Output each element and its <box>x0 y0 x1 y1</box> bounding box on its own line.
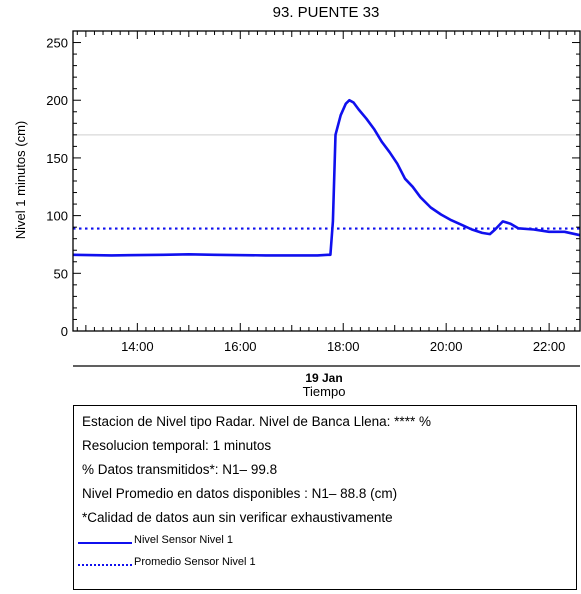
x-axis-title: Tiempo <box>303 384 346 399</box>
y-tick-label: 250 <box>46 36 68 51</box>
chart: 93. PUENTE 33 0 50 100 150 200 250 14:00 16:00 1… <box>13 4 581 399</box>
info-line-quality: *Calidad de datos aun sin verificar exha… <box>82 510 393 525</box>
x-tick-label: 14:00 <box>121 339 154 354</box>
x-tick-label: 20:00 <box>430 339 463 354</box>
info-line-transmitted: % Datos transmitidos*: N1– 99.8 <box>82 462 278 477</box>
x-tick-label: 16:00 <box>224 339 257 354</box>
date-label: 19 Jan <box>305 371 342 385</box>
series-line-sensor <box>72 98 581 257</box>
axis-layer: 0 50 100 150 200 250 14:00 16:00 18:00 20:00 22:00 <box>46 30 580 354</box>
x-tick-label: 18:00 <box>327 339 360 354</box>
info-line-station: Estacion de Nivel tipo Radar. Nivel de B… <box>82 414 431 429</box>
plot-frame <box>72 30 581 332</box>
legend-swatch-dotted <box>78 564 132 566</box>
info-line-resolution: Resolucion temporal: 1 minutos <box>82 438 272 453</box>
legend-label-sensor: Nivel Sensor Nivel 1 <box>134 534 234 546</box>
series-layer <box>72 98 581 257</box>
info-box: Estacion de Nivel tipo Radar. Nivel de B… <box>73 405 577 590</box>
y-tick-label: 150 <box>46 151 68 166</box>
legend-label-average: Promedio Sensor Nivel 1 <box>134 556 256 568</box>
y-tick-label: 100 <box>46 209 68 224</box>
y-tick-label: 200 <box>46 93 68 108</box>
x-tick-label: 22:00 <box>533 339 566 354</box>
chart-title: 93. PUENTE 33 <box>273 4 380 21</box>
info-line-average: Nivel Promedio en datos disponibles : N1… <box>82 486 398 501</box>
y-tick-label: 0 <box>61 324 68 339</box>
y-tick-label: 50 <box>54 266 68 281</box>
y-axis-title: Nivel 1 minutos (cm) <box>13 121 28 239</box>
legend-swatch-solid <box>78 542 132 544</box>
